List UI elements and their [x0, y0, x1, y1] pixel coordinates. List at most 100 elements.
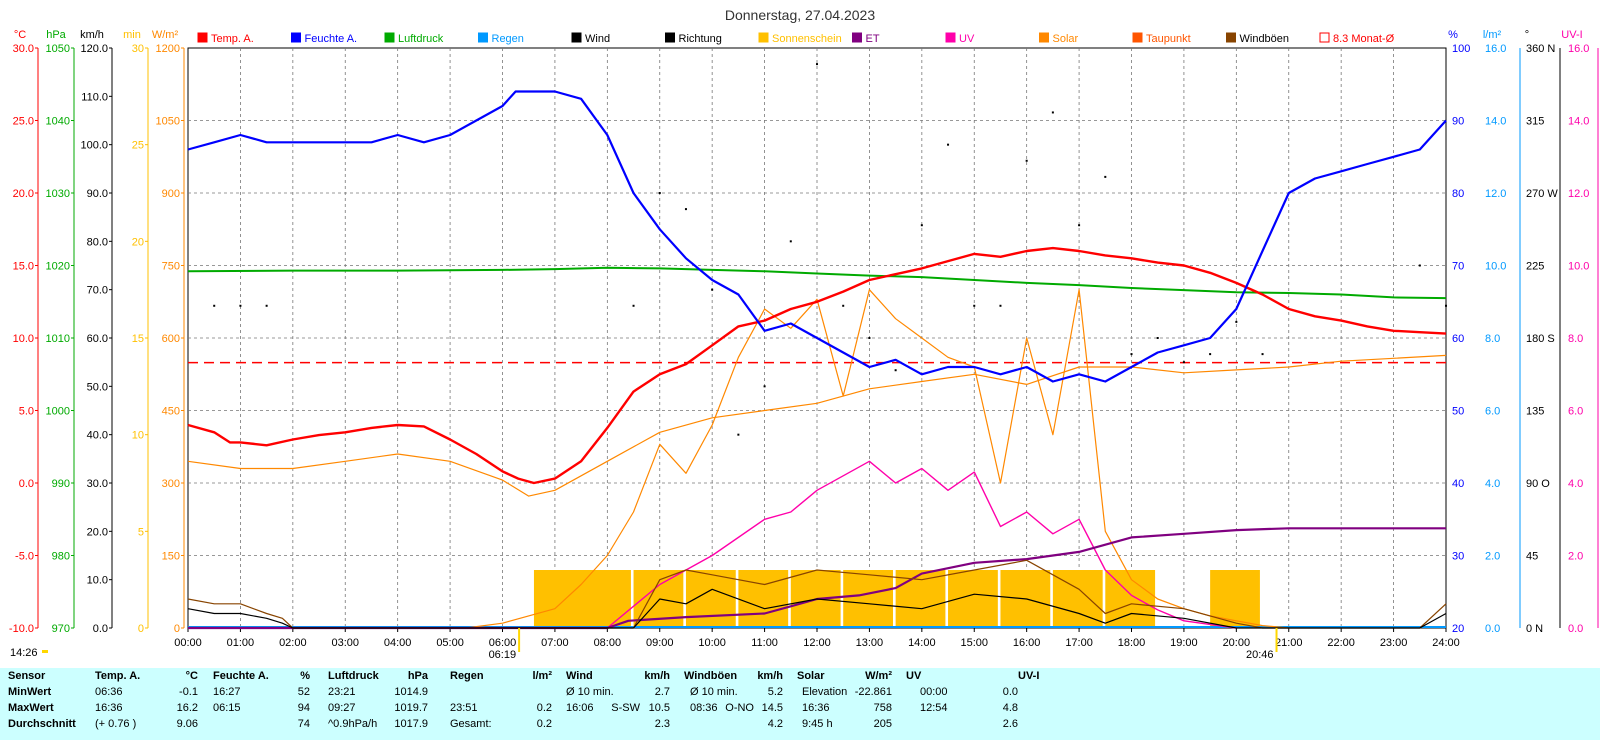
legend-swatch [758, 32, 769, 43]
direction-point [868, 337, 871, 339]
pressure-tick-label: 970 [52, 623, 70, 635]
legend-label: Sonnenschein [772, 33, 842, 45]
x-tick-label: 15:00 [960, 637, 988, 649]
uv-tick-label: 6.0 [1568, 406, 1583, 418]
x-tick-label: 07:00 [541, 637, 569, 649]
direction-point [816, 63, 818, 66]
pressure-tick-label: 1050 [46, 43, 70, 55]
stats-humidity-value: 74 [297, 718, 310, 730]
stats-header: l/m² [532, 670, 552, 682]
wind-tick-label: 120.0 [80, 43, 108, 55]
stats-header: Solar [797, 670, 825, 682]
stats-header: % [300, 670, 310, 682]
direction-point [1235, 320, 1238, 323]
stats-solar-value: -22.861 [854, 686, 892, 698]
legend: Temp. A. Feuchte A. Luftdruck Regen Wind Rich… [197, 32, 1395, 45]
humidity-tick-label: 40 [1452, 478, 1464, 490]
sunset-marker: 20:46 [1246, 649, 1274, 661]
stats-wind-value: 2.3 [654, 718, 670, 730]
rain-tick-label: 8.0 [1485, 333, 1500, 345]
sunshine-bar [895, 570, 946, 628]
x-tick-label: 11:00 [751, 637, 778, 649]
x-tick-label: 01:00 [227, 637, 255, 649]
temp-tick-label: 30.0 [13, 43, 34, 55]
stats-header: UV-I [1018, 670, 1040, 682]
x-tick-label: 12:00 [803, 637, 831, 649]
legend-label: Richtung [679, 33, 722, 45]
direction-point [894, 369, 897, 372]
pressure-tick-label: 1020 [46, 261, 70, 273]
legend-label: Temp. A. [211, 33, 254, 45]
legend-label: Windböen [1240, 33, 1290, 45]
legend-swatch [291, 32, 301, 43]
x-tick-label: 23:00 [1380, 637, 1408, 649]
stats-rain-value: 0.2 [536, 702, 552, 714]
x-tick-label: 08:00 [594, 637, 622, 649]
direction-point [265, 304, 268, 307]
solar-tick-label: 150 [162, 551, 180, 563]
stats-pressure-value: 1019.7 [394, 702, 428, 714]
direction-tick-label: 360 N [1526, 43, 1555, 55]
stats-solar-value: Elevation [802, 686, 848, 698]
direction-point [658, 192, 661, 194]
stats-gusts-value: O-NO [725, 702, 754, 714]
x-tick-label: 20:00 [1223, 637, 1251, 649]
x-tick-label: 17:00 [1065, 637, 1093, 649]
solar-tick-label: 300 [162, 478, 180, 490]
now-marker: 14:26 [10, 647, 38, 659]
stats-wind-value: 16:06 [566, 702, 594, 714]
stats-temp-value: 06:36 [95, 686, 123, 698]
legend-label: UV [959, 33, 975, 45]
stats-header: Windböen [684, 670, 738, 682]
minutes-tick-label: 0 [138, 623, 144, 635]
wind-unit: km/h [80, 29, 104, 41]
rain-tick-label: 2.0 [1485, 551, 1500, 563]
x-tick-label: 24:00 [1432, 637, 1460, 649]
wind-tick-label: 70.0 [87, 285, 108, 297]
legend-swatch [571, 32, 582, 43]
right-axes: 100 90 80 70 60 50 40 30 20 16.0 14.0 12.0 10.0 8.0 6.… [1452, 43, 1599, 635]
direction-point [1104, 175, 1107, 178]
wind-tick-label: 40.0 [87, 430, 108, 442]
stats-temp-value: 16.2 [176, 702, 198, 714]
stats-row-label: MinWert [8, 686, 52, 698]
legend-swatch [384, 32, 395, 43]
pressure-tick-label: 1000 [46, 406, 70, 418]
temp-tick-label: -5.0 [15, 551, 34, 563]
now-marker-dot [42, 650, 48, 653]
stats-temp-value: 16:36 [95, 702, 123, 714]
temp-tick-label: 10.0 [13, 333, 34, 345]
stats-solar-value: 205 [873, 718, 892, 730]
humidity-unit: % [1448, 29, 1458, 41]
direction-point [1418, 264, 1421, 267]
legend-label: Luftdruck [398, 33, 444, 45]
rain-tick-label: 4.0 [1485, 478, 1500, 490]
uv-tick-label: 10.0 [1568, 261, 1589, 273]
direction-tick-label: 315 [1526, 116, 1544, 128]
rain-unit: l/m² [1483, 29, 1502, 41]
stats-header: Luftdruck [328, 670, 379, 682]
humidity-tick-label: 20 [1452, 623, 1464, 635]
solar-tick-label: 450 [162, 406, 180, 418]
legend-swatch [1319, 32, 1330, 43]
x-tick-label: 21:00 [1275, 637, 1303, 649]
direction-tick-label: 180 S [1526, 333, 1555, 345]
uv-tick-label: 8.0 [1568, 333, 1583, 345]
series-wind [187, 588, 1447, 629]
series-uv [554, 460, 1237, 629]
direction-point [920, 224, 923, 227]
minutes-tick-label: 10 [132, 430, 144, 442]
x-tick-label: 22:00 [1327, 637, 1355, 649]
temp-tick-label: 20.0 [13, 188, 34, 200]
uv-tick-label: 12.0 [1568, 188, 1589, 200]
rain-tick-label: 14.0 [1485, 116, 1506, 128]
statistics-panel: Sensor Temp. A. °C Feuchte A.% Luftdruck hPa R… [0, 668, 1600, 740]
rain-tick-label: 6.0 [1485, 406, 1500, 418]
stats-header: Feuchte A. [213, 670, 269, 682]
sunshine-bar [533, 570, 584, 628]
stats-rain-value: Gesamt: [450, 718, 492, 730]
solar-tick-label: 600 [162, 333, 180, 345]
stats-humidity-value: 06:15 [213, 702, 241, 714]
wind-tick-label: 80.0 [87, 236, 108, 248]
direction-point [213, 304, 216, 307]
